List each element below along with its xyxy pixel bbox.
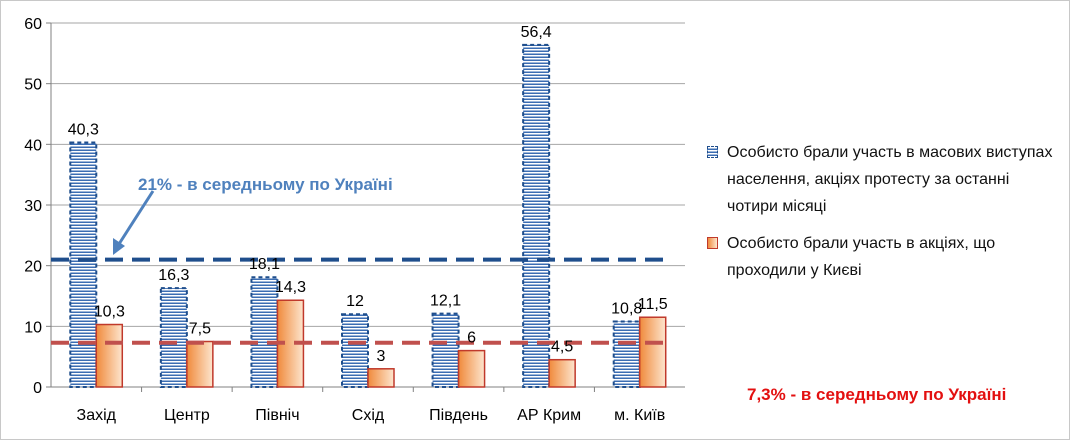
data-label-series2: 10,3 xyxy=(94,304,125,321)
legend-label-series2: Особисто брали участь в акціях, що прохо… xyxy=(727,235,996,279)
legend: Особисто брали участь в масових виступах… xyxy=(707,139,1057,294)
data-label-series1: 10,8 xyxy=(611,300,642,317)
legend-swatch-series1 xyxy=(707,146,718,158)
legend-label-series1: Особисто брали участь в масових виступах… xyxy=(727,144,1053,215)
legend-item-series2: Особисто брали участь в акціях, що прохо… xyxy=(707,230,1057,284)
bar-series1 xyxy=(522,43,551,389)
data-label-series1: 12 xyxy=(346,293,364,310)
bar-series2 xyxy=(95,323,124,388)
data-label-series1: 40,3 xyxy=(68,122,99,139)
bar-series2 xyxy=(638,316,667,388)
data-label-series1: 12,1 xyxy=(430,293,461,310)
bars xyxy=(69,43,667,389)
x-tick-label: Схід xyxy=(352,407,385,424)
bar-series1 xyxy=(612,320,641,389)
y-tick-label: 10 xyxy=(24,319,42,336)
y-tick-label: 0 xyxy=(33,380,42,397)
annotation-avg-series1: 21% - в середньому по Україні xyxy=(138,175,393,194)
y-tick-label: 20 xyxy=(24,259,42,276)
bar-series1 xyxy=(159,287,188,389)
labels: 0 10 20 30 40 50 60 40,3 10,3 Захід 16,3 7,5 Центр 18… xyxy=(24,16,668,424)
data-label-series2: 3 xyxy=(377,348,386,365)
bar-series1 xyxy=(431,312,460,388)
x-tick-label: Південь xyxy=(429,407,488,424)
x-tick-label: Північ xyxy=(255,407,299,424)
data-label-series2: 14,3 xyxy=(275,279,306,296)
data-label-series2: 11,5 xyxy=(638,296,668,313)
x-tick-label: Центр xyxy=(164,407,210,424)
bar-series1 xyxy=(341,313,369,389)
data-label-series1: 18,1 xyxy=(249,256,280,273)
x-tick-label: м. Київ xyxy=(614,407,665,424)
bar-series2 xyxy=(548,358,576,388)
annotation-avg-series2: 7,3% - в середньому по Україні xyxy=(747,385,1007,404)
bar-series2 xyxy=(186,340,214,388)
bar-series1 xyxy=(69,141,98,388)
y-tick-label: 50 xyxy=(24,77,42,94)
y-tick-label: 60 xyxy=(24,16,42,33)
data-label-series1: 56,4 xyxy=(521,24,552,41)
annotation: 21% - в середньому по Україні xyxy=(113,175,393,255)
reference-lines xyxy=(51,257,671,345)
bar-series2 xyxy=(367,368,395,388)
annotation-arrow-head xyxy=(113,238,125,255)
bar-series2 xyxy=(457,349,486,388)
x-tick-label: АР Крим xyxy=(517,407,581,424)
legend-item-series1: Особисто брали участь в масових виступах… xyxy=(707,139,1057,220)
x-tick-label: Захід xyxy=(77,407,117,424)
data-label-series1: 16,3 xyxy=(158,267,189,284)
data-label-series2: 6 xyxy=(467,330,476,347)
annotation-arrow-shaft xyxy=(117,190,155,245)
y-tick-label: 30 xyxy=(24,198,42,215)
legend-swatch-series2 xyxy=(707,237,718,249)
gridlines xyxy=(46,22,685,392)
bar-series1 xyxy=(250,276,279,388)
data-label-series2: 7,5 xyxy=(189,321,211,338)
y-tick-label: 40 xyxy=(24,137,42,154)
data-label-series2: 4,5 xyxy=(551,339,573,356)
